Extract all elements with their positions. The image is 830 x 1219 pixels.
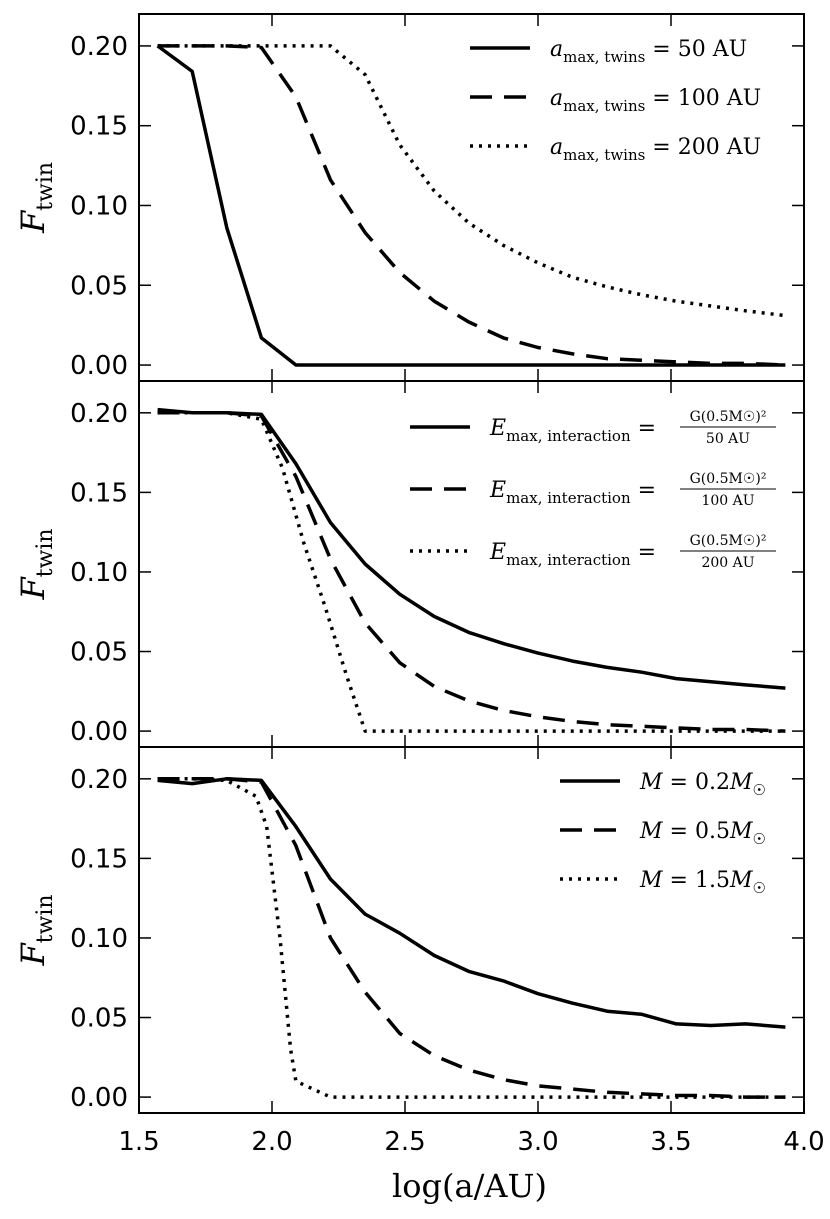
legend-label-rest: = — [631, 478, 656, 503]
legend: M = 0.2M☉M = 0.5M☉M = 1.5M☉ — [560, 770, 766, 897]
legend-fraction-numerator: G(0.5M☉)² — [690, 471, 767, 487]
legend-label: Emax, interaction = — [489, 478, 656, 507]
legend-label-rest: = 1.5 — [663, 868, 730, 893]
y-axis-label-main: F — [14, 209, 52, 234]
legend-label: Emax, interaction = — [489, 416, 656, 445]
y-tick-label: 0.20 — [70, 399, 128, 429]
y-tick-label: 0.05 — [70, 638, 128, 668]
legend-fraction-denominator: 50 AU — [706, 431, 750, 447]
y-tick-label: 0.15 — [70, 478, 128, 508]
panel-1-frame — [138, 13, 805, 382]
legend-label: M = 0.5M☉ — [639, 819, 766, 848]
y-tick-label: 0.05 — [70, 271, 128, 301]
y-tick-label: 0.00 — [70, 351, 128, 381]
legend-label-sub: max, twins — [563, 48, 645, 66]
y-tick-label: 0.00 — [70, 1083, 128, 1113]
series-line-dotted — [157, 777, 786, 1099]
x-tick-label: 2.5 — [384, 1127, 425, 1157]
legend-label: amax, twins = 200 AU — [550, 135, 761, 164]
legend-label-rest: = — [631, 416, 656, 441]
legend-label: M = 1.5M☉ — [639, 868, 766, 897]
legend-label-suffix-sub: ☉ — [752, 830, 765, 848]
legend-label-main: E — [489, 416, 506, 441]
legend-label-sub: max, twins — [563, 146, 645, 164]
legend-label-main: E — [489, 540, 506, 565]
legend-label-rest: = 200 AU — [645, 135, 761, 160]
y-axis-label-sub: twin — [33, 162, 58, 211]
legend: Emax, interaction = G(0.5M☉)² 50 AU Emax, … — [410, 409, 776, 571]
y-tick-label: 0.00 — [70, 717, 128, 747]
legend-label-main: E — [489, 478, 506, 503]
legend-label-sub: max, interaction — [506, 427, 631, 445]
legend-label-rest: = — [631, 540, 656, 565]
legend-label-main: a — [550, 37, 563, 62]
y-tick-label: 0.10 — [70, 558, 128, 588]
legend-label-rest: = 0.2 — [663, 770, 730, 795]
series-line-dashed — [157, 44, 786, 367]
y-axis-label: Ftwin — [14, 528, 58, 600]
series-line-dotted — [157, 411, 786, 733]
legend-label-main: M — [639, 819, 663, 844]
y-tick-label: 0.20 — [70, 765, 128, 795]
legend-label-suffix: M — [729, 770, 753, 795]
y-axis-label-sub: twin — [33, 894, 58, 943]
legend-fraction-numerator: G(0.5M☉)² — [690, 409, 767, 425]
legend-label-sub: max, twins — [563, 97, 645, 115]
y-tick-label: 0.20 — [70, 32, 128, 62]
legend-label-rest: = 0.5 — [663, 819, 730, 844]
legend-label-main: a — [550, 86, 563, 111]
legend-label-suffix: M — [729, 868, 753, 893]
x-tick-label: 4.0 — [783, 1127, 824, 1157]
y-axis-label: Ftwin — [14, 894, 58, 966]
y-tick-label: 0.10 — [70, 191, 128, 221]
series-line-solid — [157, 777, 786, 1029]
legend-label: amax, twins = 100 AU — [550, 86, 761, 115]
y-tick-label: 0.15 — [70, 844, 128, 874]
x-tick-label: 3.0 — [517, 1127, 558, 1157]
y-axis-label-main: F — [14, 942, 52, 967]
legend-label-main: a — [550, 135, 563, 160]
legend-label: amax, twins = 50 AU — [550, 37, 747, 66]
legend-label-main: M — [639, 868, 663, 893]
legend-label: M = 0.2M☉ — [639, 770, 766, 799]
y-tick-label: 0.15 — [70, 112, 128, 142]
legend-label-suffix-sub: ☉ — [752, 781, 765, 799]
panel-2: 0.00 0.05 0.10 0.15 0.20 Ftwin Emax, interacti… — [14, 380, 805, 748]
y-axis-label-sub: twin — [33, 528, 58, 577]
x-tick-label: 2.0 — [251, 1127, 292, 1157]
legend-fraction-denominator: 100 AU — [701, 493, 754, 509]
legend-label-suffix: M — [729, 819, 753, 844]
panel-3: 0.00 0.05 0.10 0.15 0.20 1.5 2.0 2.5 3.0 3.5 4.0 Ft… — [14, 746, 825, 1205]
legend-label-suffix-sub: ☉ — [752, 879, 765, 897]
series-line-solid — [156, 44, 786, 367]
x-tick-label: 1.5 — [118, 1127, 159, 1157]
series-line-dashed — [157, 411, 786, 733]
legend-label-rest: = 100 AU — [645, 86, 761, 111]
y-tick-label: 0.10 — [70, 924, 128, 954]
y-axis-label-main: F — [14, 576, 52, 601]
y-tick-label: 0.05 — [70, 1004, 128, 1034]
x-axis-label: log(a/AU) — [392, 1167, 547, 1205]
legend-fraction-denominator: 200 AU — [701, 555, 754, 571]
legend-label-sub: max, interaction — [506, 489, 631, 507]
panel-3-frame — [138, 746, 805, 1114]
legend-label-sub: max, interaction — [506, 551, 631, 569]
legend-label-main: M — [639, 770, 663, 795]
y-axis-label: Ftwin — [14, 162, 58, 234]
legend-fraction-numerator: G(0.5M☉)² — [690, 533, 767, 549]
legend-label-rest: = 50 AU — [645, 37, 747, 62]
legend-label: Emax, interaction = — [489, 540, 656, 569]
x-tick-label: 3.5 — [650, 1127, 691, 1157]
